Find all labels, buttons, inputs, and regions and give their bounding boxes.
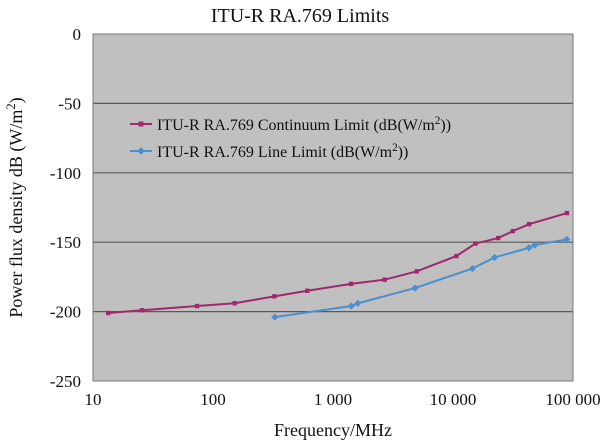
x-tick-label: 10 000 [430, 390, 477, 409]
data-point [468, 264, 476, 273]
data-point [348, 281, 354, 287]
legend-marker [137, 147, 145, 155]
data-point [194, 303, 200, 309]
legend: ITU-R RA.769 Continuum Limit (dB(W/m2)) I… [130, 115, 451, 161]
series-2 [271, 235, 571, 321]
x-tick-label: 1 000 [314, 390, 352, 409]
y-tick-label: -100 [50, 164, 81, 183]
data-point [563, 235, 571, 244]
data-point [473, 241, 478, 246]
data-point [490, 253, 499, 262]
data-point [564, 210, 570, 216]
grid-lines [93, 102, 573, 313]
data-point [411, 284, 419, 292]
series-layer [105, 210, 571, 321]
y-tick-label: -150 [50, 233, 81, 252]
data-point [414, 269, 420, 274]
data-point [139, 308, 145, 313]
data-point [382, 277, 387, 282]
data-point [105, 310, 111, 316]
x-tick-label: 100 000 [545, 390, 600, 409]
legend-marker [138, 121, 144, 127]
data-point [347, 302, 355, 310]
legend-item: ITU-R RA.769 Continuum Limit (dB(W/m2)) [130, 115, 451, 134]
y-tick-label: -200 [50, 303, 81, 322]
data-point [271, 313, 279, 321]
plot-area [93, 34, 573, 381]
y-axis-title: Power flux density dB (W/m2) [4, 97, 27, 317]
y-tick-labels: 0 -50 -100 -150 -200 -250 [50, 25, 81, 391]
series-1 [105, 210, 570, 316]
x-tick-label: 10 [85, 390, 102, 409]
data-point [495, 235, 501, 241]
data-point [525, 244, 533, 252]
legend-item: ITU-R RA.769 Line Limit (dB(W/m2)) [130, 142, 408, 161]
data-point [305, 288, 310, 293]
data-point [526, 221, 532, 227]
y-tick-label: -50 [58, 94, 81, 113]
data-point [272, 294, 277, 299]
data-point [232, 301, 237, 306]
y-tick-label: -250 [50, 372, 81, 391]
legend-label: ITU-R RA.769 Continuum Limit (dB(W/m2)) [157, 115, 451, 134]
x-tick-labels: 10 100 1 000 10 000 100 000 [85, 390, 600, 409]
data-point [510, 228, 516, 234]
legend-label: ITU-R RA.769 Line Limit (dB(W/m2)) [157, 142, 408, 161]
y-tick-label: 0 [73, 25, 82, 44]
chart-title: ITU-R RA.769 Limits [211, 5, 390, 27]
data-point [454, 253, 459, 259]
data-point [354, 299, 362, 307]
data-point [531, 241, 539, 249]
plot-frame [92, 33, 574, 382]
x-axis-title: Frequency/MHz [274, 420, 392, 440]
x-tick-label: 100 [200, 390, 226, 409]
